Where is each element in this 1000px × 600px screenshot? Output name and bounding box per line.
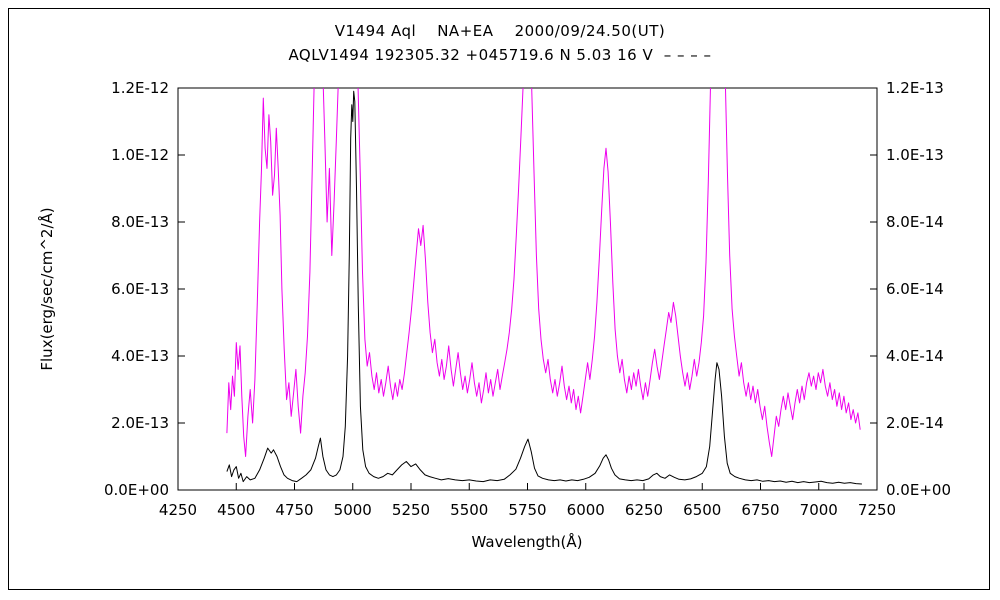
- spectrum-line-flux-right-scale: [226, 88, 861, 457]
- axes: 4250 4500 4750 5000 5250 5500 5750 6000 6250 6500…: [104, 79, 951, 519]
- x-tick-label: 4250: [159, 501, 197, 519]
- right-axis-tick-label: 4.0E-14: [886, 347, 944, 365]
- y-axis-title: Flux(erg/sec/cm^2/Å): [37, 207, 56, 370]
- right-axis-tick-label: 2.0E-14: [886, 414, 944, 432]
- x-tick-label: 5000: [334, 501, 372, 519]
- x-tick-label: 6250: [625, 501, 663, 519]
- x-tick-label: 7250: [858, 501, 896, 519]
- x-tick-label: 5250: [392, 501, 430, 519]
- right-axis-tick-label: 1.2E-13: [886, 79, 944, 97]
- x-tick-label: 4750: [275, 501, 313, 519]
- x-axis-title: Wavelength(Å): [472, 532, 583, 551]
- x-tick-label: 5750: [508, 501, 546, 519]
- x-tick-label: 5500: [450, 501, 488, 519]
- chart-subtitle: AQLV1494 192305.32 +045719.6 N 5.03 16 V…: [288, 46, 712, 64]
- right-axis-tick-label: 8.0E-14: [886, 213, 944, 231]
- x-tick-label: 6000: [567, 501, 605, 519]
- x-tick-label: 6750: [741, 501, 779, 519]
- left-axis-tick-label: 1.0E-12: [111, 146, 169, 164]
- right-axis-tick-label: 6.0E-14: [886, 280, 944, 298]
- left-axis-tick-label: 8.0E-13: [111, 213, 169, 231]
- plot-frame: [177, 87, 878, 491]
- left-axis-tick-label: 4.0E-13: [111, 347, 169, 365]
- left-axis-tick-label: 2.0E-13: [111, 414, 169, 432]
- left-axis-tick-label: 0.0E+00: [104, 481, 169, 499]
- right-axis-tick-label: 1.0E-13: [886, 146, 944, 164]
- x-tick-label: 7000: [800, 501, 838, 519]
- x-tick-label: 6500: [683, 501, 721, 519]
- outer-border: [8, 8, 990, 590]
- left-axis-tick-label: 1.2E-12: [111, 79, 169, 97]
- right-axis-tick-label: 0.0E+00: [886, 481, 951, 499]
- spectrum-line-flux-left-scale: [226, 90, 862, 485]
- chart-title: V1494 Aql NA+EA 2000/09/24.50(UT): [334, 22, 666, 40]
- left-axis-tick-label: 6.0E-13: [111, 280, 169, 298]
- x-tick-label: 4500: [217, 501, 255, 519]
